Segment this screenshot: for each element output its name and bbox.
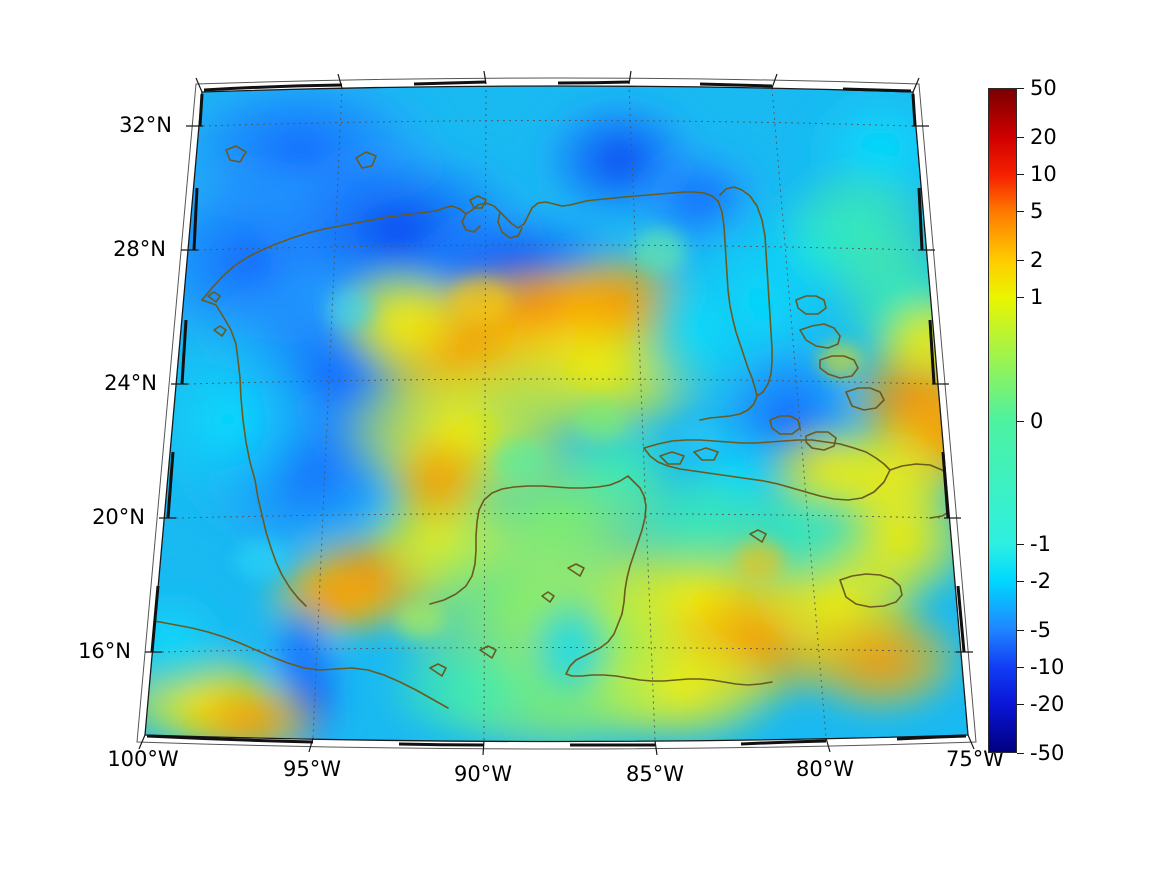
lon-tick-label-90W: 90°W [454, 762, 512, 786]
colorbar-tick-label-neg1: -1 [1030, 531, 1051, 556]
colorbar-tick-label-neg20: -20 [1030, 691, 1065, 716]
colorbar-tick-mark [1017, 666, 1024, 668]
colorbar: 50 20 10 5 2 1 0 -1 -2 -5 -10 -20 -50 [988, 76, 1158, 765]
colorbar-tick-mark [1017, 629, 1024, 631]
lat-tick-label-28N: 28°N [113, 237, 166, 261]
colorbar-tick-label-50: 50 [1030, 76, 1057, 100]
colorbar-tick-mark [1017, 88, 1024, 89]
colorbar-tick-label-10: 10 [1030, 162, 1057, 187]
colorbar-tick-mark [1017, 543, 1024, 545]
lon-tick-label-80W: 80°W [796, 757, 854, 781]
colorbar-tick-label-neg2: -2 [1030, 568, 1051, 593]
colorbar-tick-mark [1017, 211, 1024, 213]
lon-tick-label-100W: 100°W [107, 747, 179, 771]
colorbar-tick-mark [1017, 420, 1024, 422]
colorbar-tick-mark [1017, 174, 1024, 176]
colorbar-tick-label-20: 20 [1030, 125, 1057, 150]
colorbar-tick-label-1: 1 [1030, 285, 1044, 310]
colorbar-tick-label-5: 5 [1030, 199, 1044, 224]
colorbar-tick-mark [1017, 580, 1024, 582]
colorbar-tick-label-neg10: -10 [1030, 654, 1065, 679]
anomaly-field [145, 86, 968, 742]
colorbar-tick-label-0: 0 [1030, 408, 1044, 433]
map-frame [136, 70, 977, 756]
lat-tick-label-32N: 32°N [119, 113, 172, 137]
colorbar-tick-mark [1017, 703, 1024, 705]
lat-tick-label-24N: 24°N [104, 371, 157, 395]
colorbar-tick-mark [1017, 753, 1024, 754]
lon-tick-label-95W: 95°W [283, 757, 341, 781]
colorbar-tick-mark [1017, 260, 1024, 262]
colorbar-tick-mark [1017, 297, 1024, 299]
colorbar-tick-label-neg5: -5 [1030, 617, 1051, 642]
lat-tick-label-20N: 20°N [92, 505, 145, 529]
graticule [145, 86, 968, 742]
lon-tick-label-85W: 85°W [626, 762, 684, 786]
lat-tick-label-16N: 16°N [78, 639, 131, 663]
coastlines [145, 145, 959, 709]
colorbar-tick-label-neg50: -50 [1030, 741, 1065, 765]
colorbar-gradient [988, 88, 1017, 753]
colorbar-tick-label-2: 2 [1030, 248, 1044, 273]
colorbar-tick-mark [1017, 137, 1024, 139]
